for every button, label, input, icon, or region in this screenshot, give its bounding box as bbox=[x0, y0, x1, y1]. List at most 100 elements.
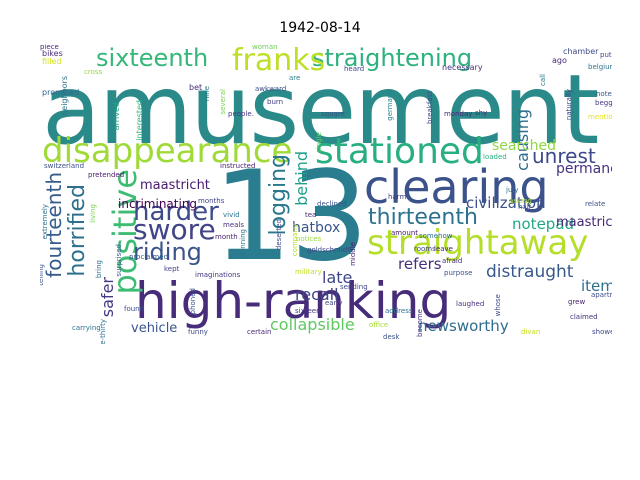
cloud-word: collapsible bbox=[270, 315, 355, 334]
cloud-word: sixteen bbox=[295, 307, 321, 315]
cloud-word: bikes bbox=[42, 49, 63, 58]
cloud-word: afraid bbox=[442, 257, 463, 265]
cloud-word: extremely bbox=[41, 204, 49, 240]
cloud-word: relate bbox=[585, 200, 606, 208]
cloud-word: amount bbox=[391, 229, 419, 237]
cloud-word: months bbox=[198, 197, 225, 205]
cloud-word: bring bbox=[95, 260, 103, 279]
cloud-word: harm bbox=[388, 193, 407, 201]
cloud-word: monday bbox=[444, 110, 473, 118]
cloud-word: become bbox=[416, 309, 424, 338]
cloud-word: woman bbox=[252, 44, 278, 51]
cloud-word: pretended bbox=[88, 171, 125, 179]
cloud-word: interested bbox=[135, 100, 144, 141]
cloud-word: planning bbox=[239, 229, 247, 260]
cloud-word: certain bbox=[247, 328, 272, 336]
cloud-word: promised bbox=[42, 88, 80, 97]
cloud-word: harder bbox=[133, 197, 219, 227]
cloud-word: breakfast bbox=[426, 91, 434, 124]
cloud-word: nine bbox=[203, 86, 211, 102]
cloud-word: 13 bbox=[213, 145, 369, 289]
cloud-word: are bbox=[289, 74, 301, 82]
cloud-word: half bbox=[518, 203, 532, 211]
cloud-word: civilization bbox=[466, 194, 546, 212]
cloud-word: asking bbox=[509, 197, 532, 205]
cloud-word: apartment bbox=[591, 291, 612, 299]
cloud-word: switzerland bbox=[44, 162, 85, 170]
cloud-word: disappearance bbox=[42, 131, 293, 171]
cloud-word: neighbors bbox=[60, 76, 69, 116]
cloud-word: laughed bbox=[456, 300, 485, 308]
cloud-word: claimed bbox=[570, 313, 598, 321]
cloud-word: desk bbox=[383, 333, 400, 341]
cloud-word: burn bbox=[267, 98, 284, 106]
cloud-word: office bbox=[369, 321, 389, 329]
cloud-word: call bbox=[539, 74, 547, 87]
cloud-word: piece bbox=[40, 44, 59, 51]
cloud-word: arrived bbox=[112, 102, 121, 131]
cloud-word: riding bbox=[133, 238, 202, 266]
cloud-word: incriminating bbox=[118, 197, 198, 211]
cloud-word: declined bbox=[317, 200, 347, 208]
cloud-word: purpose bbox=[444, 269, 473, 277]
cloud-word: thirteenth bbox=[368, 205, 478, 230]
cloud-word: instructed bbox=[220, 162, 256, 170]
cloud-word: july bbox=[506, 186, 519, 194]
cloud-word: proclaimed bbox=[129, 253, 169, 261]
cloud-word: goldschmidt bbox=[307, 246, 350, 254]
cloud-word: showed bbox=[592, 328, 612, 336]
cloud-word: divan bbox=[521, 328, 541, 336]
cloud-word: searched bbox=[492, 138, 557, 154]
cloud-word: amusement bbox=[42, 54, 599, 166]
cloud-word: loaded bbox=[483, 153, 507, 161]
cloud-word: begged bbox=[595, 99, 612, 107]
cloud-word: mention bbox=[588, 113, 612, 121]
cloud-word: high-ranking bbox=[135, 272, 452, 330]
cloud-word: meals bbox=[223, 221, 245, 229]
cloud-word: swore bbox=[133, 213, 216, 246]
cloud-word: phoned bbox=[189, 288, 197, 315]
cloud-word: behind bbox=[292, 151, 311, 206]
cloud-word: several bbox=[219, 89, 227, 115]
cloud-word: franks bbox=[232, 44, 326, 78]
cloud-word: refers bbox=[398, 255, 442, 273]
cloud-word: leave bbox=[434, 245, 453, 253]
cloud-word: newsworthy bbox=[418, 317, 509, 335]
cloud-word: sixteenth bbox=[96, 44, 209, 72]
cloud-word: sending bbox=[340, 283, 368, 291]
cloud-word: notepad bbox=[512, 215, 575, 233]
cloud-title: 1942-08-14 bbox=[279, 20, 361, 36]
cloud-word: middle bbox=[349, 242, 357, 266]
cloud-word: clearing bbox=[364, 160, 549, 214]
cloud-word: belgium bbox=[588, 63, 612, 71]
cloud-word: necessary bbox=[442, 63, 483, 72]
cloud-word: funny bbox=[188, 328, 208, 336]
cloud-word: put bbox=[600, 51, 612, 59]
cloud-word: single bbox=[315, 132, 323, 153]
cloud-word: somehow bbox=[419, 232, 453, 240]
cloud-word: distraught bbox=[486, 262, 574, 282]
cloud-word: germans bbox=[386, 90, 394, 121]
cloud-word: unrest bbox=[532, 144, 596, 168]
cloud-word: hatbox bbox=[292, 220, 341, 236]
cloud-word: horrified bbox=[65, 184, 90, 277]
cloud-word: maastricht bbox=[140, 178, 210, 193]
cloud-word: living bbox=[89, 204, 97, 223]
cloud-word: military bbox=[295, 268, 322, 276]
cloud-word: telling bbox=[40, 264, 45, 286]
cloud-word: vehicle bbox=[131, 321, 178, 336]
cloud-word: late bbox=[322, 268, 353, 287]
cloud-word: kept bbox=[164, 265, 180, 273]
cloud-word: ago bbox=[552, 56, 567, 65]
cloud-word: vivid bbox=[223, 211, 240, 219]
cloud-word: grew bbox=[568, 298, 586, 306]
cloud-word: note bbox=[596, 90, 612, 98]
cloud-word: heard bbox=[344, 65, 365, 73]
cloud-word: nine-thirty bbox=[99, 319, 107, 344]
cloud-word: notices bbox=[296, 235, 322, 243]
cloud-word: chamber bbox=[563, 47, 599, 56]
cloud-word: straightaway bbox=[367, 223, 589, 263]
cloud-word: recall bbox=[295, 285, 339, 304]
cloud-word: square bbox=[321, 110, 345, 118]
cloud-word: item bbox=[581, 277, 612, 295]
